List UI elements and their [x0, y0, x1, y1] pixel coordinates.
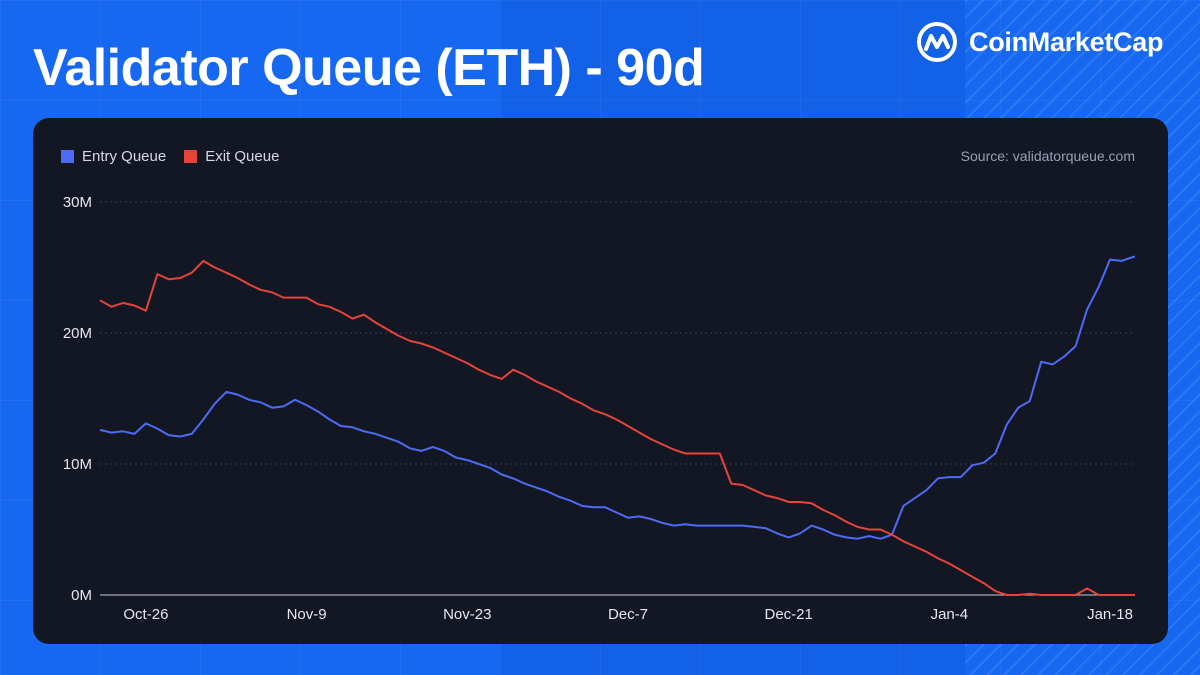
- y-tick-label: 0M: [71, 587, 92, 604]
- y-tick-label: 20M: [63, 325, 92, 342]
- chart-legend: Entry Queue Exit Queue: [61, 148, 279, 165]
- legend-item-entry-queue: Entry Queue: [61, 148, 166, 165]
- exit-queue-line: [99, 259, 1135, 596]
- y-tick-label: 10M: [63, 456, 92, 473]
- legend-label-exit-queue: Exit Queue: [205, 148, 280, 165]
- x-tick-label: Dec-21: [764, 606, 812, 623]
- x-tick-label: Jan-4: [931, 606, 969, 623]
- line-chart: 0M 10M 20M 30M Oct-26 Nov-9 Nov-23 Dec-7 Dec-21 J…: [63, 194, 1135, 623]
- legend-swatch-entry-queue: [61, 150, 74, 163]
- source-note: Source: validatorqueue.com: [960, 148, 1135, 164]
- legend-label-entry-queue: Entry Queue: [82, 148, 167, 165]
- coinmarketcap-logo-icon: [917, 22, 957, 62]
- x-tick-label: Nov-9: [287, 606, 327, 623]
- x-tick-label: Oct-26: [123, 606, 168, 623]
- entry-queue-line: [99, 255, 1135, 540]
- x-tick-label: Dec-7: [608, 606, 648, 623]
- page-title: Validator Queue (ETH) - 90d: [33, 39, 705, 97]
- legend-item-exit-queue: Exit Queue: [184, 148, 279, 165]
- brand-name: CoinMarketCap: [969, 26, 1164, 57]
- chart-card: Entry Queue Exit Queue Source: validator…: [33, 118, 1168, 644]
- brand: CoinMarketCap: [915, 18, 1163, 66]
- x-tick-label: Nov-23: [443, 606, 491, 623]
- x-tick-label: Jan-18: [1087, 606, 1133, 623]
- y-tick-label: 30M: [63, 194, 92, 211]
- legend-swatch-exit-queue: [184, 150, 198, 163]
